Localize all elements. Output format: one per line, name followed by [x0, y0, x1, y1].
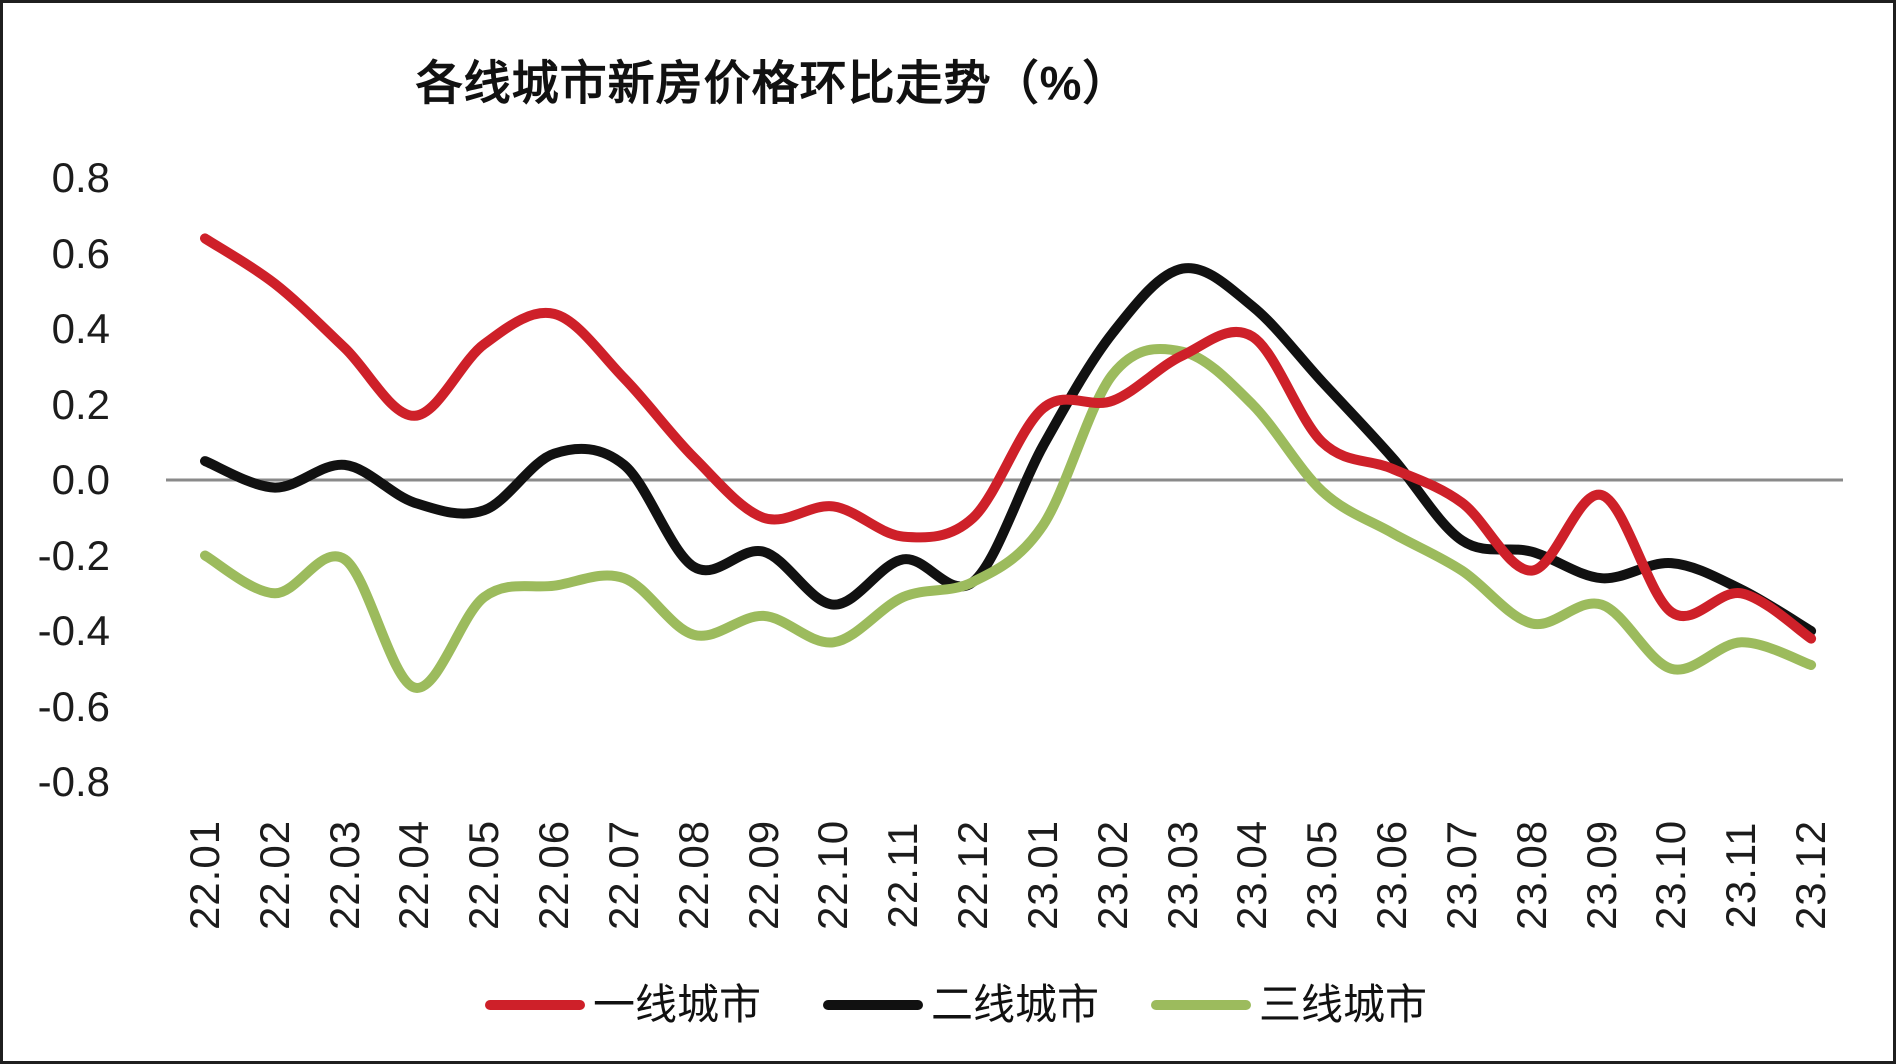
x-tick-label: 23.05: [1298, 819, 1346, 931]
legend-label: 二线城市: [931, 981, 1100, 1028]
x-tick-label: 22.01: [181, 819, 228, 931]
x-tick-label: 22.09: [739, 819, 787, 931]
chart-title: 各线城市新房价格环比走势（%）: [415, 56, 1131, 110]
x-tick-label: 23.07: [1437, 819, 1485, 931]
line-chart-plot: [166, 233, 1843, 693]
x-tick-label: 23.06: [1368, 819, 1416, 931]
x-tick-label: 22.04: [390, 819, 438, 931]
legend-item: 二线城市: [823, 981, 1099, 1029]
x-tick-label: 23.08: [1507, 819, 1555, 931]
tier-2-line: [200, 263, 1817, 636]
legend-swatch-icon: [1151, 1000, 1251, 1010]
y-tick-label: -0.6: [37, 682, 110, 730]
y-tick-label: 0.8: [51, 154, 110, 201]
legend-swatch-icon: [823, 1000, 923, 1010]
y-tick-label: -0.8: [37, 758, 110, 805]
legend-label: 三线城市: [1259, 981, 1428, 1028]
legend-label: 一线城市: [593, 981, 762, 1028]
x-tick-label: 23.01: [1018, 819, 1066, 931]
tier-1-line: [200, 233, 1817, 644]
x-tick-label: 22.03: [320, 819, 368, 931]
y-tick-label: 0.6: [51, 229, 110, 277]
x-tick-label: 22.07: [599, 819, 647, 931]
x-tick-label: 22.12: [949, 819, 997, 931]
x-tick-label: 23.10: [1647, 819, 1695, 931]
x-tick-label: 23.03: [1158, 819, 1206, 931]
x-tick-label: 22.11: [879, 821, 927, 929]
y-tick-label: 0.0: [51, 456, 110, 503]
x-tick-label: 22.02: [250, 819, 298, 931]
x-tick-label: 23.02: [1088, 819, 1136, 931]
x-tick-label: 22.05: [460, 819, 508, 931]
legend-item: 一线城市: [485, 981, 761, 1029]
x-tick-label: 23.12: [1787, 819, 1835, 931]
legend-swatch-icon: [485, 1000, 585, 1010]
tier-3-line: [200, 343, 1817, 693]
x-tick-label: 23.11: [1717, 821, 1765, 929]
legend-item: 三线城市: [1151, 981, 1427, 1029]
x-tick-label: 22.06: [530, 819, 578, 931]
x-tick-label: 23.04: [1228, 819, 1276, 931]
y-tick-label: -0.2: [37, 531, 110, 579]
x-tick-label: 23.09: [1577, 819, 1625, 931]
y-tick-label: 0.2: [51, 380, 110, 428]
y-tick-label: -0.4: [37, 607, 110, 654]
y-tick-label: 0.4: [51, 305, 110, 352]
x-tick-label: 22.10: [809, 819, 857, 931]
x-tick-label: 22.08: [669, 819, 717, 931]
